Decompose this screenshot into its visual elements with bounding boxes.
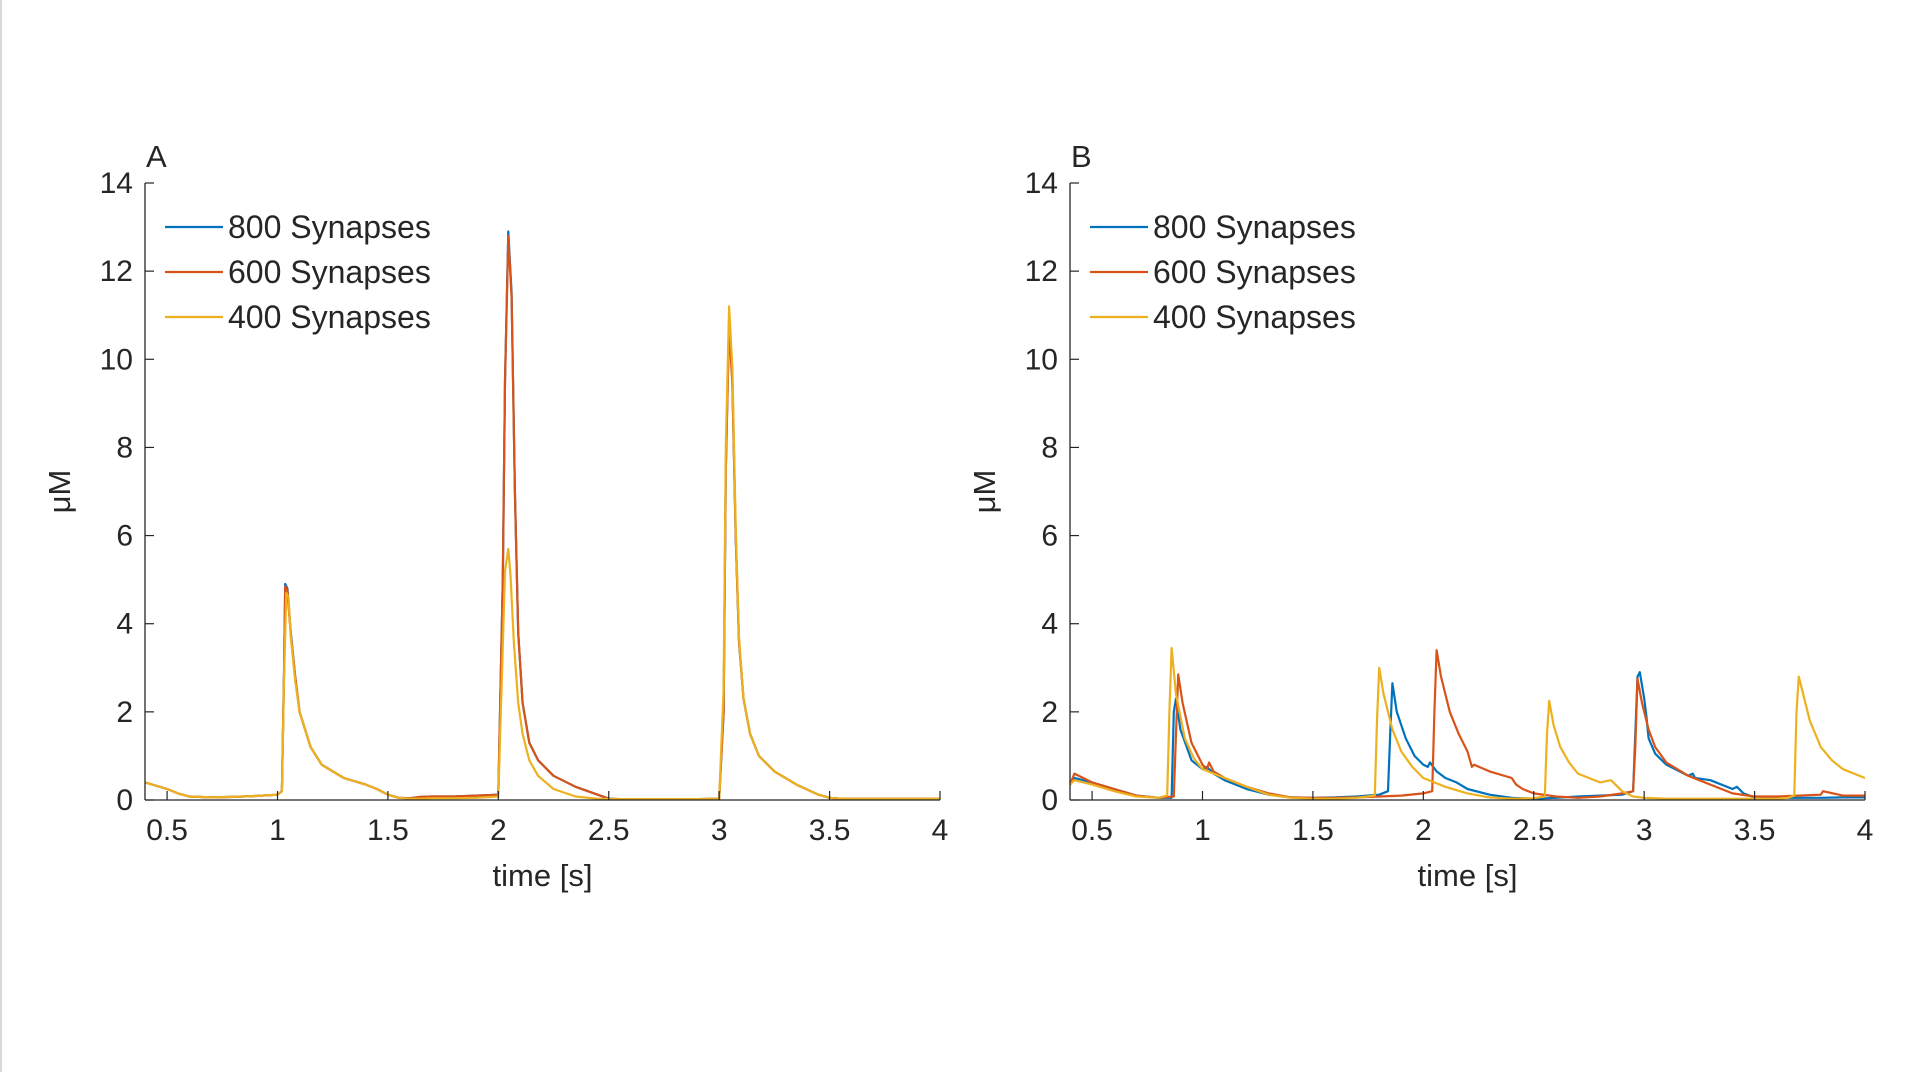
series-lines bbox=[1070, 646, 1865, 800]
left-border bbox=[0, 0, 2, 1072]
y-tick-label: 14 bbox=[100, 167, 133, 200]
x-tick-label: 3 bbox=[711, 814, 728, 847]
y-axis-label: μM bbox=[967, 470, 1002, 514]
x-tick-label: 2 bbox=[490, 814, 507, 847]
legend-label-600-synapses: 600 Synapses bbox=[228, 254, 431, 290]
x-tick-label: 2.5 bbox=[1513, 814, 1555, 847]
series-line-600-synapses bbox=[1070, 649, 1865, 799]
y-tick-label: 6 bbox=[1041, 520, 1058, 553]
x-tick-label: 4 bbox=[1857, 814, 1874, 847]
x-tick-label: 0.5 bbox=[146, 814, 188, 847]
series-line-400-synapses bbox=[145, 305, 940, 800]
panel-a: 0 2 4 6 8 10 12 14 0.5 1 1.5 2 2.5 3 3.5 4 time [s] μM A 80… bbox=[42, 139, 948, 893]
panel-label-b: B bbox=[1071, 139, 1092, 174]
y-tick-label: 0 bbox=[116, 784, 133, 817]
x-axis-label: time [s] bbox=[493, 858, 593, 893]
y-tick-label: 2 bbox=[1041, 696, 1058, 729]
x-tick-label: 2.5 bbox=[588, 814, 630, 847]
legend-label-600-synapses: 600 Synapses bbox=[1153, 254, 1356, 290]
y-axis-label: μM bbox=[42, 470, 77, 514]
panel-b: 0 2 4 6 8 10 12 14 0.5 1 1.5 2 2.5 3 3.5 4 time [s] μM B 80… bbox=[967, 139, 1873, 893]
x-tick-label: 3.5 bbox=[809, 814, 851, 847]
x-tick-label: 3.5 bbox=[1734, 814, 1776, 847]
y-tick-label: 6 bbox=[116, 520, 133, 553]
panel-label-a: A bbox=[146, 139, 167, 174]
legend-label-400-synapses: 400 Synapses bbox=[1153, 299, 1356, 335]
y-tick-label: 14 bbox=[1025, 167, 1058, 200]
x-tick-label: 1 bbox=[269, 814, 286, 847]
y-tick-label: 4 bbox=[116, 608, 133, 641]
y-tick-label: 2 bbox=[116, 696, 133, 729]
series-line-800-synapses bbox=[1070, 671, 1865, 800]
x-tick-label: 1.5 bbox=[1292, 814, 1334, 847]
x-tick-label: 2 bbox=[1415, 814, 1432, 847]
x-tick-label: 0.5 bbox=[1071, 814, 1113, 847]
y-tick-label: 12 bbox=[1025, 255, 1058, 288]
y-tick-label: 0 bbox=[1041, 784, 1058, 817]
legend: 800 Synapses 600 Synapses 400 Synapses bbox=[165, 209, 431, 335]
x-tick-label: 3 bbox=[1636, 814, 1653, 847]
x-tick-label: 4 bbox=[932, 814, 949, 847]
y-tick-label: 10 bbox=[1025, 343, 1058, 376]
y-tick-label: 12 bbox=[100, 255, 133, 288]
x-axis-label: time [s] bbox=[1418, 858, 1518, 893]
legend-label-800-synapses: 800 Synapses bbox=[1153, 209, 1356, 245]
x-tick-label: 1 bbox=[1194, 814, 1211, 847]
x-tick-label: 1.5 bbox=[367, 814, 409, 847]
series-line-400-synapses bbox=[1070, 646, 1865, 800]
series-lines bbox=[145, 230, 940, 800]
legend-label-800-synapses: 800 Synapses bbox=[228, 209, 431, 245]
y-tick-label: 8 bbox=[1041, 431, 1058, 464]
legend-label-400-synapses: 400 Synapses bbox=[228, 299, 431, 335]
y-tick-label: 8 bbox=[116, 431, 133, 464]
y-tick-label: 10 bbox=[100, 343, 133, 376]
y-tick-label: 4 bbox=[1041, 608, 1058, 641]
legend: 800 Synapses 600 Synapses 400 Synapses bbox=[1090, 209, 1356, 335]
